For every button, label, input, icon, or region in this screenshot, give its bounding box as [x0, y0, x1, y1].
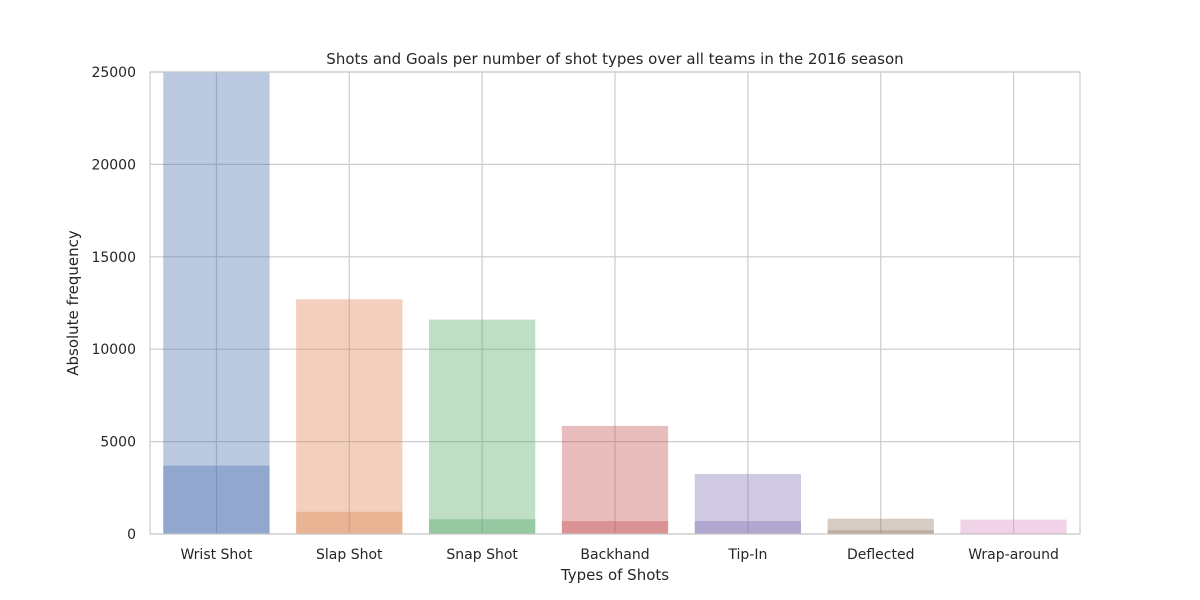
y-tick-label: 5000	[100, 435, 136, 451]
bar-series-1-4	[694, 473, 801, 534]
chart-title: Shots and Goals per number of shot types…	[326, 50, 903, 68]
x-axis-label: Types of Shots	[560, 566, 669, 584]
bar-series-1-2	[429, 319, 536, 534]
y-tick-label: 0	[127, 527, 136, 543]
plot-frame	[149, 71, 1081, 535]
bar-series-2-0	[163, 465, 270, 534]
bar-series-2-3	[561, 521, 669, 534]
tick-labels: 0 5000 10000 15000 20000 25000 Wrist Shot Slap …	[91, 65, 1058, 563]
x-tick-label: Tip-In	[727, 547, 767, 563]
y-tick-label: 20000	[91, 157, 136, 173]
grid	[150, 71, 1080, 535]
x-tick-label: Wrap-around	[968, 547, 1059, 563]
y-axis-label: Absolute frequency	[64, 230, 82, 376]
bar-series-2-5	[827, 530, 934, 534]
bar-series-1-1	[296, 299, 403, 534]
y-tick-label: 10000	[91, 342, 136, 358]
x-tick-label: Backhand	[580, 547, 649, 563]
bar-series-1-0	[163, 72, 270, 534]
x-tick-label: Wrist Shot	[180, 547, 252, 563]
bars	[163, 72, 1067, 534]
bar-series-1-5	[827, 518, 934, 534]
bar-series-2-2	[429, 519, 536, 534]
bar-series-1-3	[561, 425, 669, 534]
bar-series-1-6	[960, 519, 1067, 534]
x-tick-label: Deflected	[847, 547, 915, 563]
bar-series-2-4	[694, 521, 801, 534]
x-tick-label: Slap Shot	[316, 547, 383, 563]
x-tick-label: Snap Shot	[446, 547, 518, 563]
bar-series-2-1	[296, 511, 403, 534]
y-tick-label: 15000	[91, 250, 136, 266]
y-tick-label: 25000	[91, 65, 136, 81]
